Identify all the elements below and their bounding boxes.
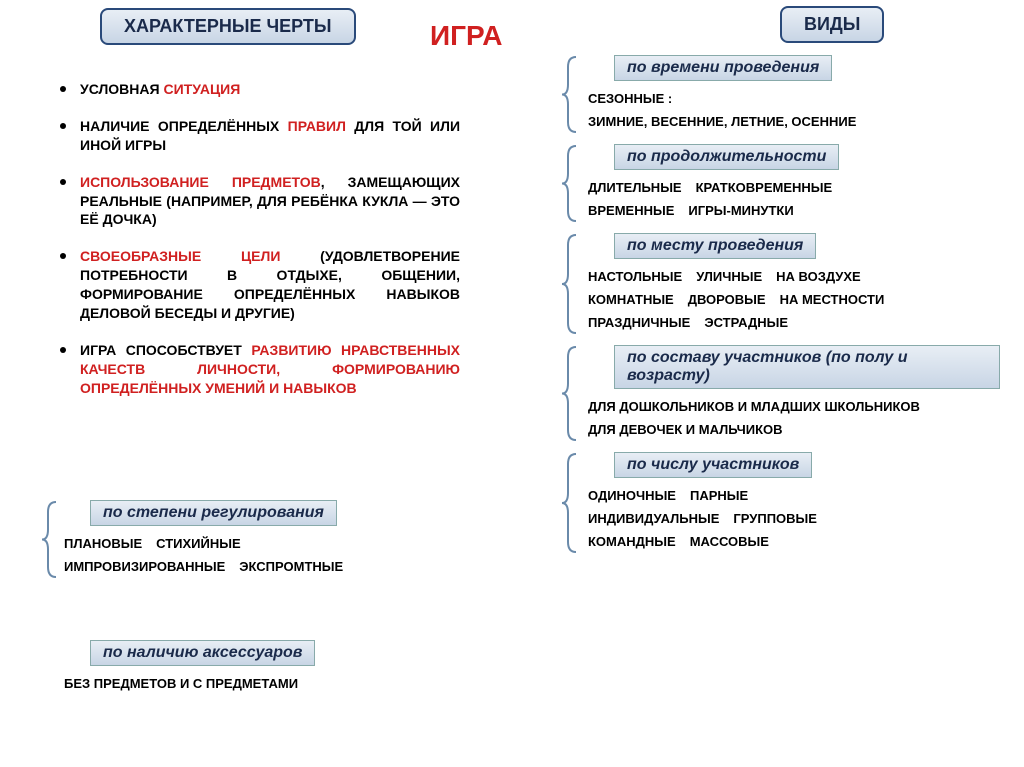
group-item: ДЛЯ ДОШКОЛЬНИКОВ И МЛАДШИХ ШКОЛЬНИКОВ [588,395,920,418]
group-item: ПАРНЫЕ [690,484,748,507]
brace-icon [560,452,578,554]
group-title: по продолжительности [614,144,839,170]
category-group: по продолжительности ДЛИТЕЛЬНЫЕ КРАТКОВРЕМ… [580,144,1000,223]
group-item: КОМАНДНЫЕ [588,530,676,553]
group-item: ГРУППОВЫЕ [733,507,817,530]
group-row: ДЛЯ ДЕВОЧЕК И МАЛЬЧИКОВ [584,418,1000,441]
group-item: КРАТКОВРЕМЕННЫЕ [696,176,833,199]
category-group: по месту проведения НАСТОЛЬНЫЕ УЛИЧНЫЕ НА В… [580,233,1000,335]
feature-item: УСЛОВНАЯ СИТУАЦИЯ [60,80,460,99]
group-item: НА ВОЗДУХЕ [776,265,861,288]
group-row: КОМАНДНЫЕ МАССОВЫЕ [584,530,1000,553]
group-item: СТИХИЙНЫЕ [156,532,241,555]
group-row: ЗИМНИЕ, ВЕСЕННИЕ, ЛЕТНИЕ, ОСЕННИЕ [584,110,1000,133]
features-list: УСЛОВНАЯ СИТУАЦИЯ НАЛИЧИЕ ОПРЕДЕЛЁННЫХ ПР… [60,80,460,416]
group-title: по числу участников [614,452,812,478]
group-row: ДЛИТЕЛЬНЫЕ КРАТКОВРЕМЕННЫЕ [584,176,1000,199]
right-groups: по времени проведения СЕЗОННЫЕ :ЗИМНИЕ, В… [580,55,1000,564]
group-item: ВРЕМЕННЫЕ [588,199,674,222]
category-group: по времени проведения СЕЗОННЫЕ :ЗИМНИЕ, В… [580,55,1000,134]
feature-item: СВОЕОБРАЗНЫЕ ЦЕЛИ (УДОВЛЕТВОРЕНИЕ ПОТРЕБ… [60,247,460,323]
group-item: ДВОРОВЫЕ [688,288,766,311]
group-item: СЕЗОННЫЕ : [588,87,672,110]
brace-icon [560,55,578,134]
group-item: ИГРЫ-МИНУТКИ [688,199,793,222]
group-row: ПЛАНОВЫЕ СТИХИЙНЫЕ [60,532,460,555]
feature-item: ИГРА СПОСОБСТВУЕТ РАЗВИТИЮ НРАВСТВЕННЫХ … [60,341,460,398]
left-category: по степени регулирования ПЛАНОВЫЕ СТИХИЙНЫ… [60,500,460,589]
group-item: ЗИМНИЕ, ВЕСЕННИЕ, ЛЕТНИЕ, ОСЕННИЕ [588,110,856,133]
group-item: ДЛИТЕЛЬНЫЕ [588,176,682,199]
group-item: ИМПРОВИЗИРОВАННЫЕ [64,555,225,578]
group-item: ЭСТРАДНЫЕ [704,311,788,334]
feature-item: ИСПОЛЬЗОВАНИЕ ПРЕДМЕТОВ, ЗАМЕЩАЮЩИХ РЕАЛ… [60,173,460,230]
group-title: по времени проведения [614,55,832,81]
category-group: по составу участников (по полу и возраст… [580,345,1000,442]
group-row: СЕЗОННЫЕ : [584,87,1000,110]
group-item: КОМНАТНЫЕ [588,288,674,311]
group-row: ДЛЯ ДОШКОЛЬНИКОВ И МЛАДШИХ ШКОЛЬНИКОВ [584,395,1000,418]
group-item: ПЛАНОВЫЕ [64,532,142,555]
category-group: по числу участников ОДИНОЧНЫЕ ПАРНЫЕИНДИВИ… [580,452,1000,554]
category-group: по степени регулирования ПЛАНОВЫЕ СТИХИЙНЫ… [60,500,460,579]
group-title: по наличию аксессуаров [90,640,315,666]
group-item: ИНДИВИДУАЛЬНЫЕ [588,507,719,530]
group-item: УЛИЧНЫЕ [696,265,762,288]
brace-icon [560,144,578,223]
group-item: НА МЕСТНОСТИ [780,288,885,311]
group-item: ПРАЗДНИЧНЫЕ [588,311,690,334]
group-title: по степени регулирования [90,500,337,526]
brace-icon [560,233,578,335]
group-row: ПРАЗДНИЧНЫЕ ЭСТРАДНЫЕ [584,311,1000,334]
left-category: по наличию аксессуаров БЕЗ ПРЕДМЕТОВ И С … [60,640,460,705]
header-types: ВИДЫ [780,6,884,43]
group-item: БЕЗ ПРЕДМЕТОВ И С ПРЕДМЕТАМИ [64,672,298,695]
group-row: ВРЕМЕННЫЕ ИГРЫ-МИНУТКИ [584,199,1000,222]
group-item: ОДИНОЧНЫЕ [588,484,676,507]
main-title: ИГРА [430,20,502,52]
group-item: НАСТОЛЬНЫЕ [588,265,682,288]
feature-item: НАЛИЧИЕ ОПРЕДЕЛЁННЫХ ПРАВИЛ ДЛЯ ТОЙ ИЛИ … [60,117,460,155]
group-title: по месту проведения [614,233,816,259]
header-features: ХАРАКТЕРНЫЕ ЧЕРТЫ [100,8,356,45]
brace-icon [40,500,58,579]
group-row: БЕЗ ПРЕДМЕТОВ И С ПРЕДМЕТАМИ [60,672,460,695]
group-row: КОМНАТНЫЕ ДВОРОВЫЕ НА МЕСТНОСТИ [584,288,1000,311]
group-row: ИМПРОВИЗИРОВАННЫЕ ЭКСПРОМТНЫЕ [60,555,460,578]
group-row: НАСТОЛЬНЫЕ УЛИЧНЫЕ НА ВОЗДУХЕ [584,265,1000,288]
group-row: ИНДИВИДУАЛЬНЫЕ ГРУППОВЫЕ [584,507,1000,530]
group-title: по составу участников (по полу и возраст… [614,345,1000,389]
group-item: МАССОВЫЕ [690,530,769,553]
group-item: ДЛЯ ДЕВОЧЕК И МАЛЬЧИКОВ [588,418,783,441]
brace-icon [560,345,578,442]
group-row: ОДИНОЧНЫЕ ПАРНЫЕ [584,484,1000,507]
category-group: по наличию аксессуаров БЕЗ ПРЕДМЕТОВ И С … [60,640,460,695]
group-item: ЭКСПРОМТНЫЕ [239,555,343,578]
